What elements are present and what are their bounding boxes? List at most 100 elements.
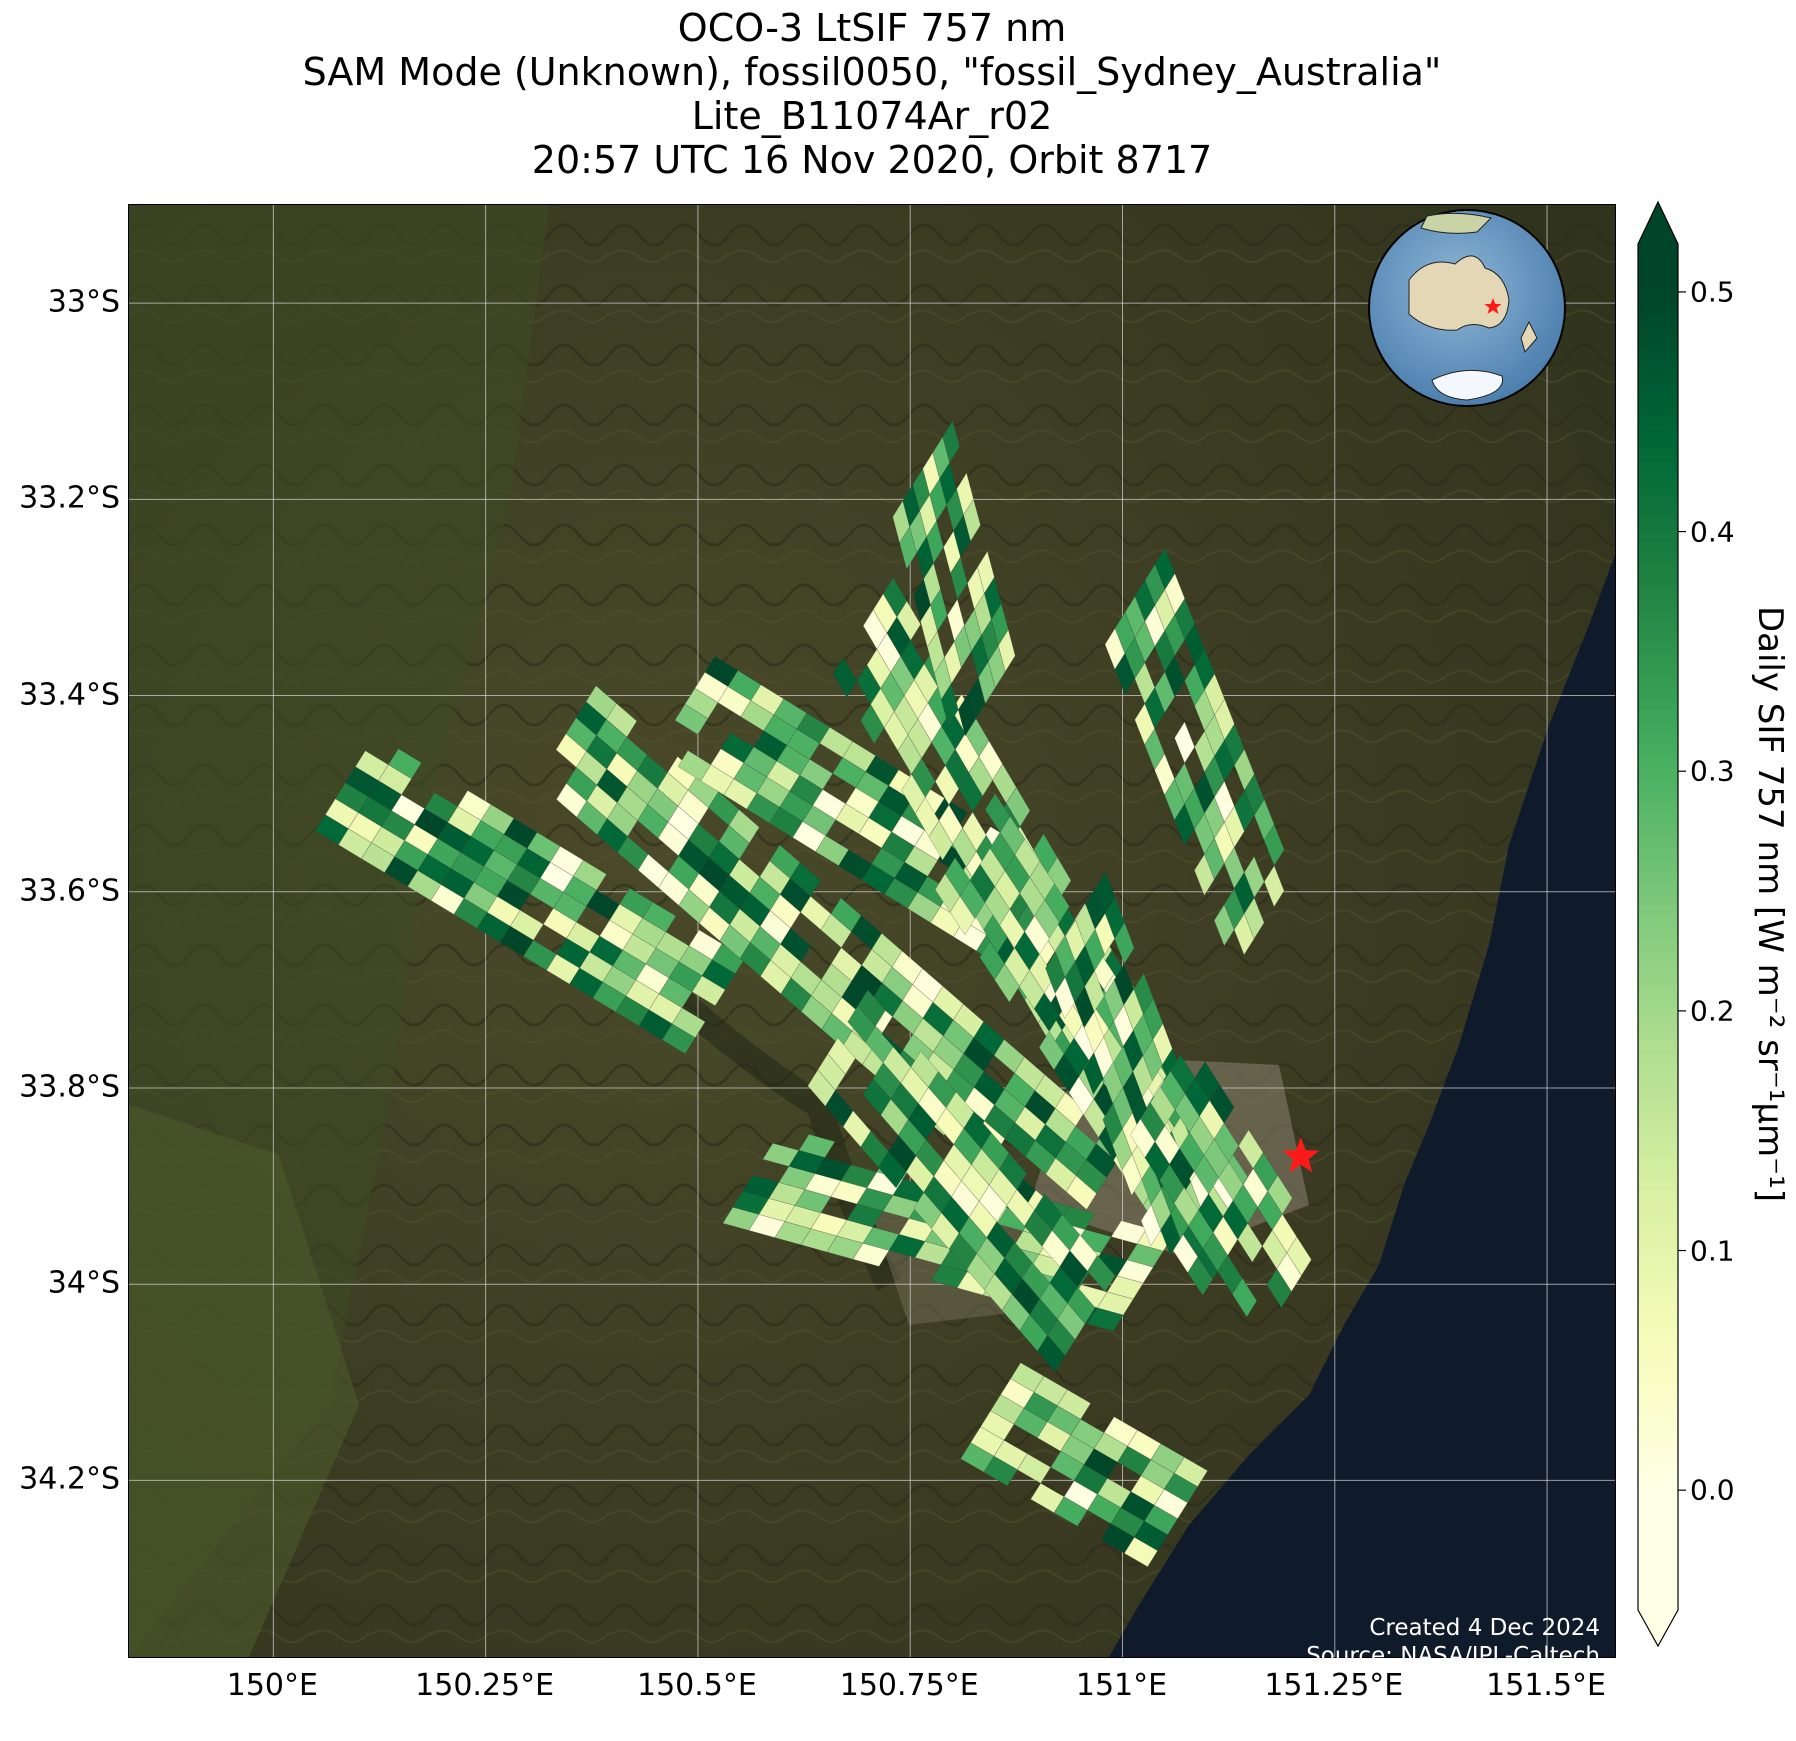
sif-footprint <box>832 657 858 698</box>
sif-footprint <box>940 682 959 727</box>
sif-footprint <box>1237 1222 1263 1263</box>
colorbar-segment <box>1638 562 1678 575</box>
colorbar-segment <box>1638 1291 1678 1304</box>
colorbar-segment <box>1638 551 1678 564</box>
lat-tick-label: 33.4°S <box>19 677 120 713</box>
colorbar-segment <box>1638 1484 1678 1497</box>
colorbar-segment <box>1638 391 1678 404</box>
colorbar-tick-label: 0.1 <box>1690 1234 1735 1268</box>
colorbar-segment <box>1638 1416 1678 1429</box>
sif-footprint <box>949 895 976 936</box>
colorbar-segment <box>1638 483 1678 496</box>
lon-tick-label: 150.5°E <box>637 1668 757 1703</box>
colorbar-segment <box>1638 653 1678 666</box>
colorbar-segment <box>1638 1177 1678 1190</box>
colorbar-segment <box>1638 1518 1678 1531</box>
lat-tick-label: 34°S <box>47 1265 120 1301</box>
map-panel[interactable] <box>128 204 1616 1658</box>
colorbar-segment <box>1638 642 1678 655</box>
colorbar-segment <box>1638 1564 1678 1577</box>
colorbar-segment <box>1638 665 1678 678</box>
colorbar-segment <box>1638 619 1678 632</box>
sif-footprint <box>1123 1536 1159 1568</box>
lat-tick-label: 33°S <box>47 284 120 320</box>
target-star-icon[interactable] <box>1282 1137 1320 1173</box>
sif-footprint <box>674 703 709 735</box>
colorbar-segment <box>1638 710 1678 723</box>
colorbar-segment <box>1638 938 1678 951</box>
colorbar-segment <box>1638 1074 1678 1087</box>
colorbar-segment <box>1638 961 1678 974</box>
colorbar-segment <box>1638 1166 1678 1179</box>
colorbar-segment <box>1638 756 1678 769</box>
colorbar-segment <box>1638 335 1678 348</box>
colorbar-segment <box>1638 608 1678 621</box>
lon-tick-label: 151°E <box>1075 1668 1168 1703</box>
colorbar-segment <box>1638 972 1678 985</box>
colorbar-segment <box>1638 574 1678 587</box>
sif-footprint <box>1083 1052 1104 1096</box>
colorbar-segment <box>1638 1257 1678 1270</box>
colorbar-segment <box>1638 1575 1678 1588</box>
colorbar-segment <box>1638 471 1678 484</box>
colorbar-segment <box>1638 904 1678 917</box>
colorbar-tick-label: 0.3 <box>1690 754 1735 788</box>
colorbar-segment <box>1638 1450 1678 1463</box>
sif-footprint <box>1213 903 1235 947</box>
sif-footprint <box>1266 1268 1292 1309</box>
sif-footprint <box>1114 652 1136 696</box>
colorbar-segment <box>1638 1598 1678 1611</box>
colorbar-segment <box>1638 255 1678 268</box>
sif-footprint <box>1121 1153 1142 1197</box>
colorbar-segment <box>1638 1359 1678 1372</box>
colorbar-segment <box>1638 1029 1678 1042</box>
colorbar-tick-label: 0.5 <box>1690 275 1735 309</box>
sif-footprint <box>852 1242 890 1267</box>
colorbar-label: Daily SIF 757 nm [W m⁻² sr⁻¹μm⁻¹] <box>1750 605 1790 1203</box>
colorbar-segment <box>1638 1405 1678 1418</box>
colorbar-segment <box>1638 300 1678 313</box>
colorbar-tick-label: 0.2 <box>1690 994 1735 1028</box>
colorbar-segment <box>1638 414 1678 427</box>
colorbar-segment <box>1638 517 1678 530</box>
colorbar-segment <box>1638 892 1678 905</box>
colorbar-segment <box>1638 380 1678 393</box>
colorbar-segment <box>1638 1530 1678 1543</box>
sif-footprint <box>691 975 726 1007</box>
colorbar-segment <box>1638 767 1678 780</box>
colorbar-segment <box>1638 1302 1678 1315</box>
colorbar-segment <box>1638 346 1678 359</box>
inset-star-icon <box>1484 298 1502 314</box>
colorbar <box>1637 200 1686 1648</box>
colorbar-segment <box>1638 1120 1678 1133</box>
colorbar-segment <box>1638 1131 1678 1144</box>
colorbar-extend-max <box>1638 202 1678 244</box>
colorbar-segment <box>1638 1040 1678 1053</box>
sif-footprint <box>1054 976 1075 1020</box>
colorbar-segment <box>1638 505 1678 518</box>
title-line-3: Lite_B11074Ar_r02 <box>691 94 1053 138</box>
colorbar-segment <box>1638 631 1678 644</box>
sif-footprint <box>1160 1213 1181 1256</box>
lat-tick-label: 33.2°S <box>19 480 120 516</box>
title-line-2: SAM Mode (Unknown), fossil0050, "fossil_… <box>302 50 1442 94</box>
colorbar-segment <box>1638 460 1678 473</box>
colorbar-segment <box>1638 927 1678 939</box>
colorbar-segment <box>1638 1006 1678 1019</box>
sif-footprint <box>1174 803 1195 846</box>
colorbar-segment <box>1638 1427 1678 1440</box>
map-canvas[interactable] <box>129 205 1615 1657</box>
sif-footprint <box>983 1455 1018 1487</box>
colorbar-segment <box>1638 494 1678 507</box>
colorbar-segment <box>1638 1496 1678 1509</box>
colorbar-segment <box>1638 1553 1678 1566</box>
colorbar-segment <box>1638 1222 1678 1235</box>
sif-footprint <box>1087 1254 1116 1293</box>
sif-footprint <box>1194 853 1215 897</box>
colorbar-segment <box>1638 1211 1678 1224</box>
colorbar-segment <box>1638 289 1678 302</box>
colorbar-tick-label: 0.0 <box>1690 1473 1735 1507</box>
colorbar-segment <box>1638 949 1678 962</box>
source-credit: Source: NASA/JPL-Caltech <box>1306 1643 1600 1669</box>
colorbar-segment <box>1638 1097 1678 1110</box>
